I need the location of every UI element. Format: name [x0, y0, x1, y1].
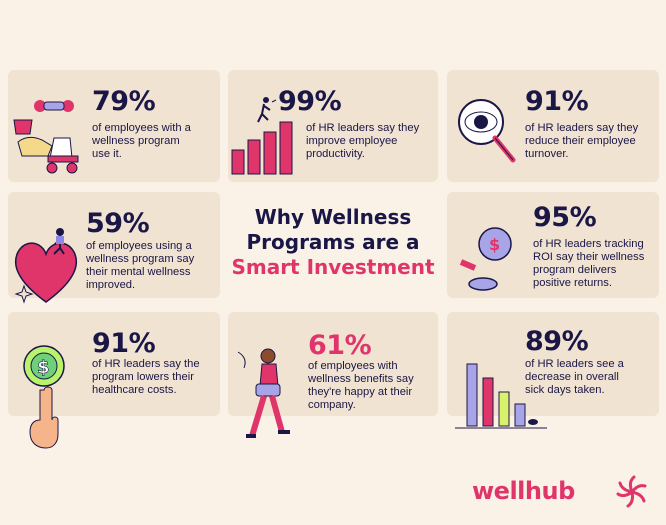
- dollar-coin-hand-icon: $: [23, 345, 65, 449]
- desc-line: of HR leaders see a: [525, 358, 624, 370]
- desc-line: program delivers: [533, 264, 617, 276]
- desc-line: program lowers their: [92, 371, 194, 383]
- desc-line: wellness program say: [86, 253, 195, 265]
- desc-line: ROI say their wellness: [533, 251, 645, 263]
- roller-skates-icon: [13, 100, 79, 174]
- declining-bars-icon: [455, 363, 547, 429]
- coins-icon: $: [459, 227, 512, 291]
- desc-line: of HR leaders say the: [92, 358, 200, 370]
- desc-line: productivity.: [306, 148, 365, 160]
- title-line-1: Why Wellness: [254, 205, 412, 229]
- heart-person-icon: [14, 228, 78, 304]
- wellhub-logo: wellhub: [472, 475, 647, 508]
- title-accent: Smart Investment: [231, 255, 435, 279]
- stat-value: 89%: [525, 326, 589, 357]
- desc-line: decrease in overall: [525, 371, 619, 383]
- desc-line: wellness benefits say: [308, 373, 414, 385]
- desc-line: company.: [308, 399, 356, 411]
- stat-description: of employees with a wellness program use…: [92, 122, 191, 161]
- stat-card-productivity: 99% of HR leaders say they improve emplo…: [228, 70, 438, 182]
- desc-line: their mental wellness: [86, 266, 191, 278]
- svg-text:$: $: [489, 235, 500, 254]
- desc-line: improve employee: [306, 135, 398, 147]
- stat-description: of HR leaders say the program lowers the…: [92, 358, 200, 397]
- stat-card-sick-days: 89% of HR leaders see a decrease in over…: [447, 312, 659, 429]
- stat-card-turnover: 91% of HR leaders say they reduce their …: [447, 70, 659, 182]
- desc-line: wellness program: [92, 135, 180, 147]
- stat-card-healthcare-costs: $ 91% of HR leaders say the program lowe…: [8, 312, 220, 449]
- bar-chart-climber-icon: [231, 97, 293, 175]
- desc-line: of HR leaders say they: [525, 122, 639, 134]
- desc-line: reduce their employee: [525, 135, 636, 147]
- stat-value: 61%: [308, 330, 372, 361]
- stat-value: 91%: [525, 86, 589, 117]
- title-line-2: Programs are a: [246, 230, 420, 254]
- page-title: Why Wellness Programs are a Smart Invest…: [228, 205, 438, 280]
- brand-name: wellhub: [472, 477, 575, 505]
- magnifying-eye-icon: [458, 99, 516, 163]
- desc-line: of HR leaders tracking: [533, 238, 644, 250]
- desc-line: of HR leaders say they: [306, 122, 420, 134]
- desc-line: healthcare costs.: [92, 384, 177, 396]
- stat-value: 95%: [533, 202, 597, 233]
- stat-card-roi: $ 95% of HR leaders tracking ROI say the…: [447, 192, 659, 298]
- desc-line: improved.: [86, 279, 136, 291]
- svg-text:$: $: [37, 357, 50, 378]
- wellhub-flower-logo-icon: [616, 475, 647, 508]
- stat-card-happiness: 61% of employees with wellness benefits …: [228, 312, 438, 438]
- stat-card-usage: 79% of employees with a wellness program…: [8, 70, 220, 182]
- stat-description: of HR leaders see a decrease in overall …: [525, 358, 624, 397]
- desc-line: positive returns.: [533, 277, 612, 289]
- desc-line: of employees using a: [86, 240, 192, 252]
- stat-value: 91%: [92, 328, 156, 359]
- stat-description: of HR leaders say they improve employee …: [306, 122, 419, 161]
- desc-line: sick days taken.: [525, 384, 605, 396]
- desc-line: they're happy at their: [308, 386, 413, 398]
- stat-description: of HR leaders tracking ROI say their wel…: [533, 238, 644, 290]
- desc-line: of employees with a: [92, 122, 191, 134]
- stat-value: 79%: [92, 86, 156, 117]
- stat-value: 99%: [278, 86, 342, 117]
- desc-line: turnover.: [525, 148, 569, 160]
- stat-description: of employees using a wellness program sa…: [86, 240, 194, 292]
- woman-walking-icon: [237, 348, 290, 438]
- stat-description: of employees with wellness benefits say …: [308, 360, 414, 412]
- stat-card-mental-wellness: 59% of employees using a wellness progra…: [8, 192, 220, 304]
- desc-line: use it.: [92, 148, 122, 160]
- stat-description: of HR leaders say they reduce their empl…: [525, 122, 638, 161]
- desc-line: of employees with: [308, 360, 398, 372]
- stat-value: 59%: [86, 208, 150, 239]
